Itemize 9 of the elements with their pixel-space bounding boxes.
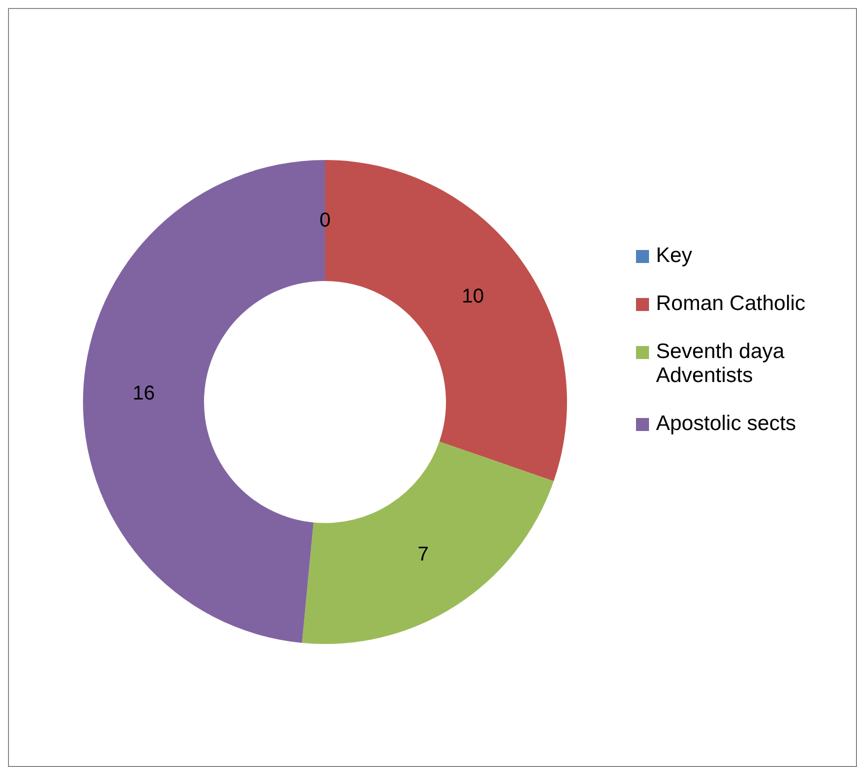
data-label: 10 <box>462 286 484 308</box>
legend-label: Roman Catholic <box>656 292 806 316</box>
text: 0 <box>319 210 331 232</box>
data-label: 7 <box>418 544 429 566</box>
data-label: 16 <box>132 382 155 404</box>
legend-label: Seventh daya Adventists <box>656 340 786 388</box>
legend-label: Key <box>656 244 692 268</box>
donut-slice <box>302 442 554 644</box>
legend-label: Apostolic sects <box>656 412 796 436</box>
